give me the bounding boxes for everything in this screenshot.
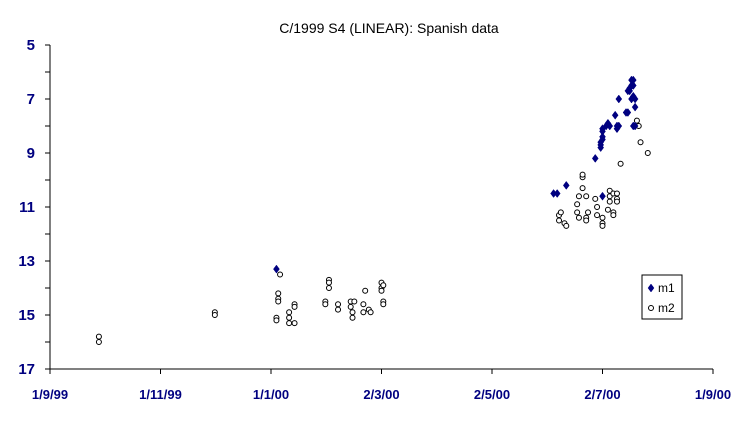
point-m2 [557, 209, 564, 216]
point-m1 [553, 189, 561, 198]
point-m2 [583, 217, 590, 224]
point-m2 [599, 214, 606, 221]
point-m2 [273, 317, 280, 324]
legend-label-m1: m1 [658, 281, 675, 295]
legend-box [641, 274, 683, 320]
point-m2 [286, 314, 293, 321]
point-m2 [617, 160, 624, 167]
point-m2 [360, 301, 367, 308]
point-m2 [575, 214, 582, 221]
point-m2 [325, 279, 332, 286]
point-m2 [574, 209, 581, 216]
x-tick-label: 2/5/00 [474, 387, 510, 402]
point-m2 [579, 185, 586, 192]
point-m2 [378, 287, 385, 294]
plot-area [50, 45, 713, 369]
point-m1 [562, 180, 570, 190]
y-tick-label: 15 [18, 307, 35, 324]
point-m2 [579, 171, 586, 178]
point-m1 [624, 108, 632, 117]
x-tick-label: 2/7/00 [584, 387, 620, 402]
point-m2 [606, 198, 613, 205]
point-m2 [291, 320, 298, 327]
series-m2 [95, 117, 651, 345]
point-m2 [585, 209, 592, 216]
point-m1 [606, 121, 614, 131]
point-m2 [613, 198, 620, 205]
point-m2 [644, 150, 651, 156]
x-tick-label: 1/1/00 [253, 387, 289, 402]
point-m1 [599, 132, 606, 142]
point-m2 [613, 190, 620, 197]
point-m2 [335, 306, 342, 313]
chart-title: C/1999 S4 (LINEAR): Spanish data [279, 20, 499, 36]
point-m1 [631, 121, 639, 131]
legend-label-m2: m2 [658, 301, 675, 315]
y-tick-label: 9 [27, 145, 35, 162]
x-tick-label: 2/3/00 [363, 387, 399, 402]
point-m1 [611, 110, 619, 120]
point-m1 [615, 121, 623, 131]
point-m2 [351, 298, 358, 305]
point-m1 [629, 81, 637, 90]
point-m2 [594, 204, 601, 210]
point-m2 [362, 287, 369, 294]
point-m2 [592, 195, 599, 202]
point-m2 [322, 301, 329, 308]
point-m2 [275, 290, 282, 297]
point-m2 [347, 303, 354, 310]
point-m2 [574, 201, 581, 208]
point-m2 [349, 314, 356, 321]
y-tick-label: 13 [18, 253, 35, 270]
point-m2 [367, 309, 374, 316]
series-m1 [273, 75, 639, 274]
point-m1 [631, 102, 639, 112]
x-tick-label: 1/11/99 [139, 387, 182, 402]
point-m2 [360, 309, 367, 316]
point-m2 [575, 193, 582, 200]
x-tick-label: 1/9/00 [695, 387, 731, 402]
point-m2 [325, 285, 332, 291]
y-tick-label: 11 [19, 199, 35, 216]
x-tick-label: 1/9/99 [32, 387, 68, 402]
y-tick-label: 5 [27, 37, 35, 54]
y-axis-ticks: 5 7 9 11 13 15 17 [18, 37, 50, 378]
point-m1 [591, 153, 599, 163]
point-m2 [335, 301, 342, 308]
point-m2 [286, 320, 293, 327]
point-m2 [583, 193, 590, 200]
point-m1 [615, 94, 623, 104]
y-tick-label: 17 [18, 361, 35, 378]
point-m2 [599, 222, 606, 229]
point-m2 [556, 217, 563, 224]
data-points [95, 75, 651, 345]
point-m2 [95, 339, 102, 345]
point-m2 [633, 117, 640, 124]
point-m2 [95, 333, 102, 340]
point-m2 [610, 212, 617, 219]
point-m1 [631, 94, 639, 104]
point-m2 [563, 222, 570, 229]
point-m2 [594, 212, 601, 219]
point-m2 [604, 206, 611, 213]
point-m2 [211, 312, 218, 318]
x-axis-ticks: 1/9/99 1/11/99 1/1/00 2/3/00 2/5/00 2/7/00 1/9… [32, 369, 731, 402]
point-m2 [275, 298, 282, 305]
point-m2 [349, 309, 356, 316]
legend-marker-m2 [648, 305, 654, 311]
y-tick-label: 7 [27, 91, 35, 108]
point-m1 [599, 191, 606, 201]
point-m2 [380, 301, 387, 308]
point-m2 [286, 309, 293, 316]
point-m2 [637, 139, 644, 146]
point-m2 [277, 271, 284, 278]
point-m1 [273, 264, 280, 274]
point-m2 [291, 303, 298, 310]
legend-marker-m1 [647, 283, 655, 293]
point-m2 [380, 282, 387, 289]
